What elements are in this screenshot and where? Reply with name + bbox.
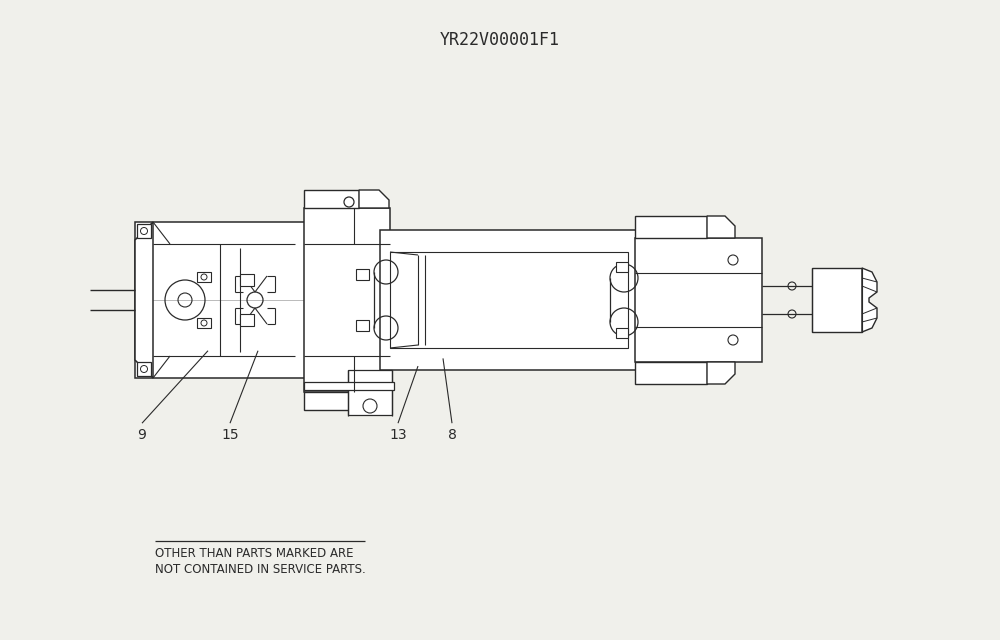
Bar — [380, 230, 638, 370]
Bar — [304, 190, 359, 208]
Text: 15: 15 — [221, 428, 239, 442]
Bar — [390, 252, 628, 348]
Bar — [635, 216, 707, 238]
Polygon shape — [707, 362, 735, 384]
Bar — [137, 362, 151, 376]
Text: 8: 8 — [448, 428, 456, 442]
Bar — [356, 269, 369, 280]
Bar — [240, 314, 254, 326]
Bar — [616, 262, 628, 272]
Bar — [616, 328, 628, 338]
Bar — [137, 224, 151, 238]
Bar — [635, 238, 762, 362]
Bar — [240, 274, 254, 286]
Text: OTHER THAN PARTS MARKED ARE: OTHER THAN PARTS MARKED ARE — [155, 547, 354, 560]
Bar — [812, 268, 862, 332]
Bar — [356, 320, 369, 331]
Text: YR22V00001F1: YR22V00001F1 — [440, 31, 560, 49]
Polygon shape — [707, 216, 735, 238]
Bar — [197, 318, 211, 328]
Text: 9: 9 — [138, 428, 146, 442]
Bar — [304, 392, 359, 410]
Bar — [304, 382, 394, 390]
Polygon shape — [359, 190, 389, 208]
Polygon shape — [135, 222, 153, 378]
Text: 13: 13 — [389, 428, 407, 442]
Polygon shape — [359, 392, 389, 410]
Polygon shape — [862, 268, 877, 332]
Bar — [304, 208, 390, 392]
Text: NOT CONTAINED IN SERVICE PARTS.: NOT CONTAINED IN SERVICE PARTS. — [155, 563, 366, 576]
Bar — [135, 222, 307, 378]
Bar — [348, 370, 392, 415]
Bar — [197, 272, 211, 282]
Bar — [635, 362, 707, 384]
